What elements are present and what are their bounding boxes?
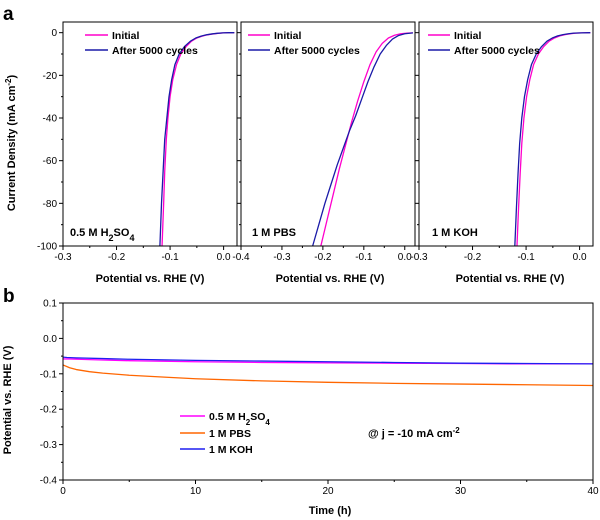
b-ytick-label: -0.1 <box>40 369 58 380</box>
a2-series-1-line <box>312 32 414 247</box>
panel-a3: -0.3 -0.2 -0.1 0.0 Initial After 5000 cycle… <box>410 21 594 285</box>
a2-xtick-label: -0.2 <box>314 252 332 263</box>
a2-electrolyte-label: 1 M PBS <box>252 227 296 239</box>
b-xlabel: Time (h) <box>309 505 352 517</box>
b-xtick-label: 20 <box>322 486 334 497</box>
b-series-1-line <box>62 364 594 387</box>
a2-xtick-label: -0.4 <box>232 252 250 263</box>
panel-letter-b: b <box>3 286 15 307</box>
b-ytick-label: -0.3 <box>40 440 58 451</box>
b-xtick-label: 0 <box>60 486 66 497</box>
a2-xtick-label: 0.0 <box>398 252 412 263</box>
a3-plot-frame <box>418 21 594 247</box>
a2-xtick-label: -0.1 <box>355 252 373 263</box>
a1-ytick-label: -100 <box>37 242 57 253</box>
a3-electrolyte-label: 1 M KOH <box>432 227 478 239</box>
a1-xtick-label: -0.2 <box>108 252 126 263</box>
b-xtick-label: 10 <box>190 486 202 497</box>
a1-legend-initial: Initial <box>112 30 140 42</box>
a1-ytick-label: -60 <box>43 156 58 167</box>
a1-legend-after: After 5000 cycles <box>112 45 198 57</box>
b-ylabel: Potential vs. RHE (V) <box>2 345 14 454</box>
b-condition-annotation: @ j = -10 mA cm-2 <box>368 426 460 441</box>
a1-xlabel: Potential vs. RHE (V) <box>96 273 205 285</box>
a2-legend-after: After 5000 cycles <box>274 45 360 57</box>
b-xtick-label: 40 <box>587 486 599 497</box>
b-plot-frame <box>62 302 594 481</box>
b-legend-h2so4: 0.5 M H2SO4 <box>209 411 270 427</box>
a1-plot-frame <box>62 21 238 247</box>
a3-xlabel: Potential vs. RHE (V) <box>456 273 565 285</box>
b-series-2-line <box>62 356 594 365</box>
b-legend-pbs: 1 M PBS <box>209 428 251 440</box>
panel-a-ylabel: Current Density (mA cm-2) <box>4 75 19 212</box>
a1-electrolyte-label: 0.5 M H2SO4 <box>70 227 134 243</box>
a2-xlabel: Potential vs. RHE (V) <box>276 273 385 285</box>
a1-series-0-line <box>161 32 235 247</box>
b-ytick-label: -0.2 <box>40 405 58 416</box>
a1-ytick-label: -20 <box>43 71 58 82</box>
panel-a1: -0.3 -0.2 -0.1 0.0 0 -20 -40 -60 -80 -100 Initial… <box>37 21 238 285</box>
a1-xtick-label: -0.1 <box>161 252 179 263</box>
panel-a2: -0.4 -0.3 -0.2 -0.1 0.0 Initial After 5000 c… <box>232 21 416 285</box>
b-legend-koh: 1 M KOH <box>209 444 253 456</box>
b-ytick-label: -0.4 <box>40 476 58 487</box>
a1-ytick-label: 0 <box>51 28 57 39</box>
a1-xtick-label: -0.3 <box>54 252 72 263</box>
a2-plot-frame <box>240 21 416 247</box>
a3-xtick-label: 0.0 <box>573 252 587 263</box>
a3-xtick-label: -0.1 <box>517 252 535 263</box>
a2-xtick-label: -0.3 <box>273 252 291 263</box>
a1-xtick-label: 0.0 <box>217 252 231 263</box>
a3-series-0-line <box>516 32 591 247</box>
a3-xtick-label: -0.2 <box>464 252 482 263</box>
a3-legend-initial: Initial <box>454 30 482 42</box>
a1-ytick-label: -40 <box>43 114 58 125</box>
a2-series-0-line <box>320 32 413 247</box>
a3-legend-after: After 5000 cycles <box>454 45 540 57</box>
b-ytick-label: 0.1 <box>43 299 57 310</box>
a3-series-1-line <box>514 32 591 247</box>
panel-b: 0 10 20 30 40 0.1 0.0 -0.1 -0.2 -0.3 -0.4 Potentia… <box>2 299 599 518</box>
a2-legend-initial: Initial <box>274 30 302 42</box>
a3-xtick-label: -0.3 <box>410 252 428 263</box>
a1-ytick-label: -80 <box>43 199 58 210</box>
b-ytick-label: 0.0 <box>43 334 57 345</box>
b-xtick-label: 30 <box>455 486 467 497</box>
a1-series-1-line <box>159 32 235 247</box>
panel-letter-a: a <box>3 4 14 25</box>
